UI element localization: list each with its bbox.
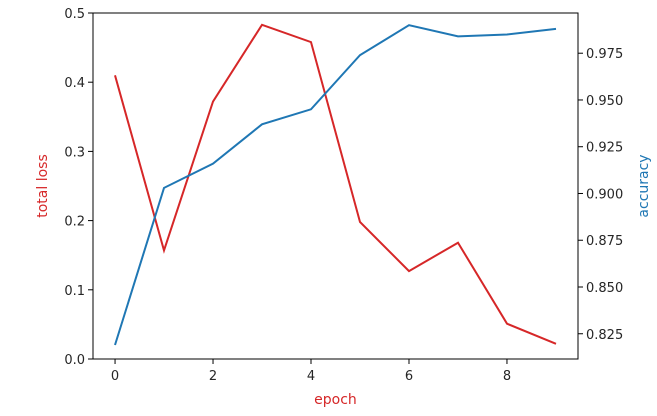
y-right-tick-label: 0.825 [586,328,623,343]
plot-area [92,12,579,360]
x-tick-label: 8 [503,369,511,384]
y-right-tick-label: 0.875 [586,234,623,249]
x-tick-label: 2 [209,369,217,384]
y-left-tick-label: 0.4 [64,76,85,91]
y-axis-right-label: accuracy [636,154,652,217]
y-right-tick-label: 0.950 [586,94,623,109]
y-axis-right: 0.825 0.850 0.875 0.900 0.925 0.950 0.975 [578,47,623,343]
y-right-tick-label: 0.900 [586,187,623,202]
y-right-tick-label: 0.925 [586,141,623,156]
y-left-tick-label: 0.2 [64,215,85,230]
series-line-accuracy [114,24,557,346]
x-tick-label: 6 [405,369,413,384]
y-right-tick-label: 0.850 [586,281,623,296]
y-left-tick-label: 0.1 [64,284,85,299]
x-axis-label: epoch [314,392,357,408]
x-tick-label: 4 [307,369,315,384]
y-left-tick-label: 0.5 [64,7,85,22]
y-axis-left-label: total loss [35,154,51,218]
series-layer [114,23,557,346]
plot-frame [92,12,579,360]
y-left-tick-label: 0.0 [64,353,85,368]
y-axis-left: 0.0 0.1 0.2 0.3 0.4 0.5 [64,7,93,368]
x-tick-label: 0 [111,369,119,384]
y-right-tick-label: 0.975 [586,47,623,62]
x-axis: 0 2 4 6 8 [111,359,511,384]
y-left-tick-label: 0.3 [64,145,85,160]
